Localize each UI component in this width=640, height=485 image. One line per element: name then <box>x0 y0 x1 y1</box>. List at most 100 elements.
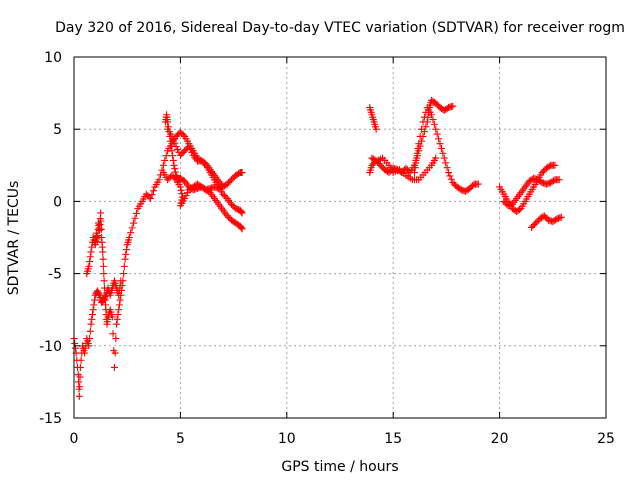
x-tick-label: 15 <box>384 431 402 447</box>
data-point <box>238 225 246 233</box>
data-point <box>168 132 176 140</box>
data-point <box>171 168 179 176</box>
series-H <box>410 104 482 195</box>
data-point <box>419 118 427 126</box>
data-point <box>147 195 155 203</box>
data-point <box>435 135 443 143</box>
data-point <box>100 270 108 278</box>
data-point <box>95 290 103 298</box>
data-point <box>443 164 451 172</box>
data-point <box>110 363 118 371</box>
data-point <box>120 262 128 270</box>
grid <box>74 57 606 418</box>
data-point <box>445 169 453 177</box>
data-points <box>70 96 565 400</box>
data-point <box>85 342 93 350</box>
data-point <box>164 118 172 126</box>
data-point <box>115 306 123 314</box>
data-point <box>125 234 133 241</box>
data-point <box>437 144 445 152</box>
data-point <box>413 149 421 157</box>
data-point <box>169 156 177 164</box>
data-point <box>171 174 179 182</box>
data-point <box>555 176 563 184</box>
series-K <box>500 174 563 210</box>
y-tick-label: -15 <box>39 411 62 427</box>
x-axis-label: GPS time / hours <box>281 459 398 475</box>
data-point <box>447 175 455 183</box>
data-point <box>76 363 84 371</box>
data-point <box>410 169 418 177</box>
data-point <box>412 159 420 167</box>
data-point <box>99 255 107 263</box>
data-point <box>238 169 246 177</box>
data-point <box>88 243 96 251</box>
data-point <box>429 116 437 124</box>
data-point <box>76 383 84 391</box>
data-point <box>93 287 101 295</box>
data-point <box>186 145 194 153</box>
data-point <box>81 344 89 352</box>
data-point <box>155 176 163 184</box>
data-point <box>121 255 129 263</box>
data-point <box>430 120 438 128</box>
data-point <box>171 139 179 147</box>
data-point <box>420 113 428 121</box>
data-point <box>119 277 127 285</box>
data-point <box>109 330 117 338</box>
data-point <box>99 248 107 256</box>
data-point <box>97 217 105 225</box>
data-point <box>108 313 116 321</box>
series-D <box>159 169 246 233</box>
data-point <box>418 125 426 133</box>
data-point <box>114 311 122 319</box>
data-point <box>122 250 130 258</box>
series-G <box>366 96 457 177</box>
data-point <box>88 311 96 319</box>
data-point <box>120 270 128 278</box>
chart-title: Day 320 of 2016, Sidereal Day-to-day VTE… <box>55 20 625 36</box>
data-point <box>411 164 419 172</box>
data-point <box>372 125 380 133</box>
data-point <box>89 306 97 314</box>
data-point <box>132 209 140 217</box>
y-axis-label: SDTVAR / TECUs <box>6 181 22 296</box>
data-point <box>127 229 135 237</box>
data-point <box>432 154 440 162</box>
series-J <box>496 161 559 216</box>
data-point <box>75 392 83 400</box>
y-tick-label: 5 <box>53 122 62 138</box>
series-I <box>368 154 440 184</box>
data-point <box>442 159 450 167</box>
data-point <box>86 327 94 335</box>
data-point <box>414 144 422 152</box>
data-point <box>422 123 430 131</box>
data-point <box>90 301 98 309</box>
data-point <box>81 349 89 357</box>
data-point <box>122 246 130 254</box>
data-point <box>148 191 156 199</box>
data-point <box>238 209 246 217</box>
data-point <box>162 152 170 160</box>
data-point <box>169 136 177 144</box>
data-point <box>182 192 190 200</box>
data-point <box>159 161 167 169</box>
data-point <box>428 111 436 119</box>
x-tick-label: 10 <box>278 431 296 447</box>
data-point <box>94 232 102 240</box>
data-point <box>168 147 176 155</box>
data-point <box>130 219 138 227</box>
data-point <box>169 152 177 160</box>
y-tick-label: 10 <box>44 50 62 66</box>
data-point <box>131 214 139 222</box>
data-point <box>415 140 423 148</box>
data-point <box>149 187 157 195</box>
data-point <box>174 145 182 153</box>
data-point <box>88 315 96 323</box>
data-point <box>433 130 441 138</box>
data-point <box>170 161 178 169</box>
plot-frame <box>73 56 607 419</box>
data-point <box>413 154 421 162</box>
